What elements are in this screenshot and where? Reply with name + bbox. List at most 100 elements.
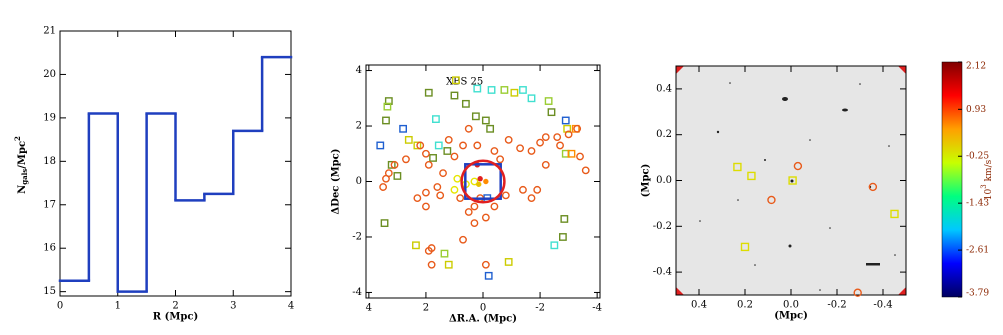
y-tick-label: 21 <box>43 26 56 37</box>
point-circle <box>402 155 410 164</box>
point-square <box>733 162 742 172</box>
colorbar-tick-label: 2.12 <box>966 62 986 72</box>
point-circle <box>536 138 544 147</box>
y-tick-label: -2 <box>352 231 362 242</box>
point-square <box>527 94 536 103</box>
point-square <box>461 99 470 108</box>
point-square <box>550 241 559 250</box>
point-square <box>890 209 899 219</box>
x-axis-label: R (Mpc) <box>153 312 198 323</box>
point-square <box>383 102 392 111</box>
x-tick-label: 4 <box>288 301 294 312</box>
point-square <box>387 160 396 169</box>
point-dot <box>483 178 489 185</box>
y-tick-label: 0 <box>356 176 362 187</box>
point-circle <box>576 152 584 161</box>
point-square <box>443 147 452 155</box>
point-square <box>376 141 385 150</box>
colorbar <box>941 61 963 298</box>
point-circle <box>384 169 393 178</box>
x-axis-label: ΔR.A. (Mpc) <box>449 314 517 325</box>
region-circle <box>460 159 506 204</box>
y-tick-label: 18 <box>43 156 56 167</box>
point-square <box>451 76 460 85</box>
point-circle <box>464 124 473 133</box>
point-circle <box>459 141 467 150</box>
point-square <box>412 241 420 250</box>
x-tick-label: -2 <box>535 303 545 314</box>
x-tick-label: 0 <box>480 303 486 314</box>
point-circle <box>424 246 433 255</box>
point-circle <box>470 177 479 186</box>
point-circle <box>470 202 479 211</box>
point-circle <box>390 160 399 169</box>
point-circle <box>444 135 453 144</box>
point-square <box>384 97 393 105</box>
point-circle <box>422 188 430 197</box>
point-square <box>393 172 402 180</box>
point-square <box>481 116 490 125</box>
y-tick-label: 2 <box>356 121 362 132</box>
point-square <box>747 171 756 181</box>
point-square <box>504 258 513 266</box>
point-circle <box>527 147 536 155</box>
y-tick-label: 19 <box>43 112 56 123</box>
point-circle <box>436 191 445 200</box>
x-tick-label: -0.4 <box>873 300 892 311</box>
point-circle <box>556 141 564 150</box>
point-circle <box>490 202 499 211</box>
point-square <box>382 116 390 125</box>
y-axis-label: ΔDec (Mpc) <box>331 149 342 215</box>
point-dot <box>476 181 482 187</box>
point-square <box>450 91 459 100</box>
y-tick-label: -0.4 <box>653 267 672 278</box>
x-tick-label: 3 <box>230 301 236 312</box>
point-square <box>444 260 453 269</box>
point-circle <box>564 130 573 139</box>
point-square <box>788 176 797 185</box>
point-square <box>567 149 576 158</box>
point-square <box>519 86 527 94</box>
colorbar-label: 103 km/s <box>980 159 994 200</box>
point-circle <box>504 135 513 144</box>
point-circle <box>516 144 524 153</box>
x-tick-label: 0.0 <box>783 300 799 311</box>
point-square <box>487 86 496 94</box>
point-circle <box>519 185 527 194</box>
point-circle <box>473 141 482 150</box>
point-dot <box>477 176 483 182</box>
y-tick-label: 0.0 <box>656 175 672 186</box>
point-square <box>434 141 443 150</box>
point-square <box>380 219 389 228</box>
point-circle <box>767 195 776 205</box>
point-circle <box>481 260 490 269</box>
point-circle <box>433 183 442 191</box>
y-tick-label: -4 <box>352 287 362 298</box>
point-circle <box>573 124 582 133</box>
y-tick-label: 0.2 <box>656 129 672 140</box>
x-tick-label: 4 <box>366 303 372 314</box>
y-tick-label: 15 <box>43 286 56 297</box>
point-square <box>547 108 556 117</box>
point-circle <box>533 185 542 194</box>
point-circle <box>481 213 490 222</box>
point-square <box>404 135 413 144</box>
x-tick-label: 2 <box>172 301 178 312</box>
point-circle <box>501 191 510 200</box>
point-circle <box>416 141 425 150</box>
colorbar-tick-label: -0.25 <box>966 152 989 162</box>
x-tick-label: 2 <box>423 303 429 314</box>
point-square <box>486 124 495 133</box>
annotation: XBS 25 <box>446 77 483 88</box>
point-square <box>510 88 519 97</box>
point-circle <box>553 133 562 142</box>
point-circle <box>456 194 465 203</box>
y-tick-label: 0.4 <box>656 83 672 94</box>
point-circle <box>527 194 536 203</box>
colorbar-tick-label: 0.93 <box>966 105 986 115</box>
point-circle <box>541 133 550 142</box>
y-axis-label: Ngals/Mpc2 <box>13 136 29 194</box>
point-circle <box>868 182 878 192</box>
region-square <box>464 163 502 200</box>
colorbar-tick-label: -3.79 <box>966 289 989 299</box>
